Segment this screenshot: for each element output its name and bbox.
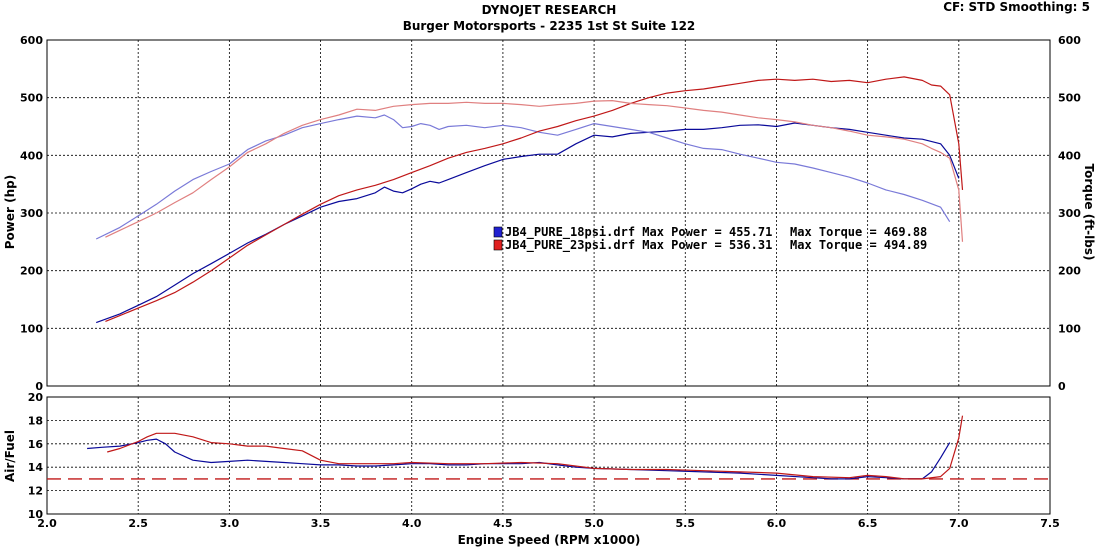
main-y-tick-label: 100 [20,322,43,335]
main-y-tick-label: 500 [20,92,43,105]
x-tick-label: 4.5 [493,517,513,530]
af-y-tick-label: 16 [28,438,44,451]
power-torque-panel: 0 100 200 300 400 500 600 0 100 200 300 400 500 600 [20,34,1081,393]
x-tick-label: 7.5 [1040,517,1060,530]
main-y-tick-label: 400 [20,149,43,162]
main-y2-tick-label: 200 [1058,265,1081,278]
legend-torque-run2: Max Torque = 494.89 [790,238,927,252]
x-axis-label: Engine Speed (RPM x1000) [458,533,641,547]
run-23psi-air-fuel-line [107,415,964,480]
correction-smoothing-info: CF: STD Smoothing: 5 [943,0,1090,14]
run-23psi-power-line [105,76,964,322]
x-tick-label: 2.5 [128,517,148,530]
x-tick-label: 6.5 [858,517,878,530]
main-y-tick-label: 200 [20,265,43,278]
y-axis-label-power: Power (hp) [3,175,17,249]
af-y-tick-label: 12 [28,485,43,498]
af-y-tick-label: 20 [28,391,44,404]
legend-swatch-run1 [493,226,503,238]
main-y2-tick-label: 400 [1058,149,1081,162]
legend-label-run1: JB4_PURE_18psi.drf Max Power = 455.71 [505,225,772,240]
main-y2-tick-label: 0 [1058,380,1066,393]
chart-title: DYNOJET RESEARCH [481,3,617,17]
x-tick-label: 3.5 [311,517,331,530]
legend-label-run2: JB4_PURE_23psi.drf Max Power = 536.31 [505,238,772,253]
af-y-tick-label: 18 [28,414,43,427]
x-tick-label: 5.0 [584,517,604,530]
x-tick-label: 5.5 [676,517,696,530]
main-y-tick-label: 300 [20,207,43,220]
x-tick-label: 3.0 [220,517,240,530]
af-y-tick-label: 10 [28,508,44,521]
run-18psi-torque-line [95,114,951,240]
x-tick-label: 6.0 [767,517,787,530]
y-axis-label-air-fuel: Air/Fuel [3,430,17,482]
run-23psi-torque-line [105,99,964,242]
legend-swatch-run2 [493,239,503,251]
main-y2-tick-label: 500 [1058,92,1081,105]
x-tick-label: 4.0 [402,517,422,530]
main-y2-tick-label: 300 [1058,207,1081,220]
main-y-tick-label: 600 [20,34,43,47]
main-y-tick-label: 0 [35,380,43,393]
air-fuel-panel: 10 12 14 16 18 20 2.0 2.5 3.0 3.5 4.0 4.5 5.0 5.5 6.0 6… [28,391,1060,530]
y-axis-label-torque: Torque (ft-lbs) [1082,164,1096,261]
af-y-tick-label: 14 [28,461,44,474]
chart-subtitle: Burger Motorsports - 2235 1st St Suite 1… [402,19,696,33]
legend-torque-run1: Max Torque = 469.88 [790,225,927,239]
main-y2-tick-label: 100 [1058,322,1081,335]
run-18psi-air-fuel-line [87,438,951,480]
main-y2-tick-label: 600 [1058,34,1081,47]
x-tick-label: 7.0 [949,517,969,530]
x-tick-label: 2.0 [37,517,57,530]
af-plot-area [46,396,1051,515]
legend: JB4_PURE_18psi.drf Max Power = 455.71 Ma… [493,225,927,253]
